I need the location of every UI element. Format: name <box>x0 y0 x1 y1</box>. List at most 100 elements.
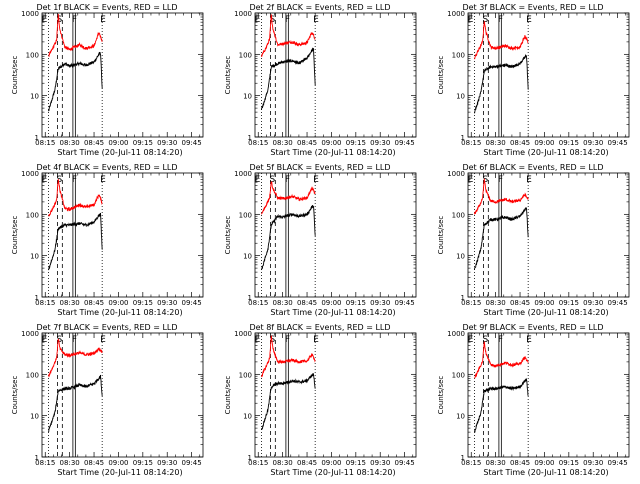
x-tick-label: 09:15 <box>346 139 366 147</box>
plot-frame <box>467 12 630 138</box>
x-tick-label: 08:30 <box>273 459 293 467</box>
lld-series-line <box>261 14 316 58</box>
x-axis-label: Start Time (20-Jul-11 08:14:20) <box>483 308 608 317</box>
chart-title: Det 5f BLACK = Events, RED = LLD <box>249 163 390 172</box>
x-tick-label: 09:00 <box>108 299 128 307</box>
y-tick-label: 1 <box>248 454 252 462</box>
x-tick-label: 08:30 <box>60 459 80 467</box>
y-tick-label: 1 <box>35 294 39 302</box>
plot-frame <box>254 332 417 458</box>
x-tick-label: 09:15 <box>133 139 153 147</box>
marker-label: S <box>270 15 276 25</box>
x-tick-label: 08:15 <box>248 299 268 307</box>
x-tick-label: 08:45 <box>84 459 104 467</box>
x-tick-label: 09:00 <box>534 299 554 307</box>
marker-label: E <box>42 335 48 345</box>
y-tick-label: 1 <box>248 294 252 302</box>
y-tick-label: 10 <box>30 93 39 101</box>
chart-title: Det 4f BLACK = Events, RED = LLD <box>36 163 177 172</box>
marker-label: E <box>526 175 532 185</box>
y-tick-label: 1 <box>461 454 465 462</box>
y-tick-label: 10 <box>243 93 252 101</box>
chart-panel-6: Det 6f BLACK = Events, RED = LLD 1 10 100 10… <box>437 163 630 317</box>
chart-panel-7: Det 7f BLACK = Events, RED = LLD 1 10 100 10… <box>11 323 204 477</box>
x-tick-label: 08:30 <box>60 299 80 307</box>
x-tick-label: 09:00 <box>108 139 128 147</box>
y-tick-label: 10 <box>30 253 39 261</box>
lld-series-line <box>48 179 103 217</box>
x-tick-label: 08:30 <box>273 139 293 147</box>
x-tick-label: 09:30 <box>157 299 177 307</box>
x-tick-label: 08:15 <box>35 139 55 147</box>
x-tick-label: 09:00 <box>108 459 128 467</box>
marker-label: E <box>468 15 474 25</box>
y-tick-label: 1 <box>248 134 252 142</box>
y-tick-label: 10 <box>243 413 252 421</box>
marker-label: E <box>468 175 474 185</box>
marker-label: S <box>270 175 276 185</box>
y-tick-label: 100 <box>26 51 39 59</box>
y-tick-label: 10 <box>456 93 465 101</box>
y-tick-label: 1000 <box>234 330 252 338</box>
x-tick-label: 08:30 <box>60 139 80 147</box>
chart-panel-3: Det 3f BLACK = Events, RED = LLD 1 10 100 10… <box>437 3 630 157</box>
lld-series-line <box>48 338 103 378</box>
chart-panel-1: Det 1f BLACK = Events, RED = LLD 1 10 100 10… <box>11 3 204 157</box>
marker-label: S <box>483 15 489 25</box>
x-tick-label: 09:15 <box>559 139 579 147</box>
x-tick-label: 09:15 <box>346 459 366 467</box>
marker-label: S <box>57 15 63 25</box>
x-axis-label: Start Time (20-Jul-11 08:14:20) <box>270 308 395 317</box>
y-tick-label: 10 <box>456 413 465 421</box>
x-tick-label: 08:45 <box>297 459 317 467</box>
x-tick-label: 08:15 <box>35 459 55 467</box>
events-series-line <box>48 374 103 433</box>
chart-title: Det 6f BLACK = Events, RED = LLD <box>462 163 603 172</box>
y-tick-label: 1000 <box>447 170 465 178</box>
chart-title: Det 1f BLACK = Events, RED = LLD <box>36 3 177 12</box>
events-series-line <box>261 47 316 111</box>
x-tick-label: 08:15 <box>461 459 481 467</box>
y-tick-label: 10 <box>456 253 465 261</box>
x-tick-label: 09:00 <box>321 459 341 467</box>
x-tick-label: 08:15 <box>248 139 268 147</box>
x-tick-label: 08:15 <box>248 459 268 467</box>
plot-frame <box>41 12 204 138</box>
marker-label: E <box>255 15 261 25</box>
y-axis-label: Counts/sec <box>437 216 445 255</box>
x-tick-label: 09:30 <box>370 459 390 467</box>
events-series-line <box>48 51 103 112</box>
x-axis-label: Start Time (20-Jul-11 08:14:20) <box>270 468 395 477</box>
y-tick-label: 100 <box>452 211 465 219</box>
marker-label: E <box>42 175 48 185</box>
y-tick-label: 1 <box>461 134 465 142</box>
y-axis-label: Counts/sec <box>437 376 445 415</box>
y-tick-label: 100 <box>239 211 252 219</box>
events-series-line <box>48 212 103 271</box>
y-tick-label: 100 <box>239 51 252 59</box>
marker-label: F <box>285 15 290 25</box>
y-tick-label: 10 <box>243 253 252 261</box>
marker-label: S <box>270 335 276 345</box>
y-tick-label: 1 <box>35 454 39 462</box>
x-tick-label: 09:30 <box>583 459 603 467</box>
marker-label: E <box>313 175 319 185</box>
marker-label: E <box>100 175 106 185</box>
x-tick-label: 08:30 <box>486 139 506 147</box>
chart-panel-9: Det 9f BLACK = Events, RED = LLD 1 10 100 10… <box>437 323 630 477</box>
marker-label: F <box>498 15 503 25</box>
y-axis-label: Counts/sec <box>224 56 232 95</box>
events-series-line <box>474 53 529 114</box>
events-series-line <box>261 204 316 271</box>
chart-title: Det 9f BLACK = Events, RED = LLD <box>462 323 603 332</box>
chart-title: Det 2f BLACK = Events, RED = LLD <box>249 3 390 12</box>
marker-label: F <box>498 335 503 345</box>
x-axis-label: Start Time (20-Jul-11 08:14:20) <box>57 468 182 477</box>
marker-label: E <box>255 175 261 185</box>
x-axis-label: Start Time (20-Jul-11 08:14:20) <box>57 148 182 157</box>
x-axis-label: Start Time (20-Jul-11 08:14:20) <box>57 308 182 317</box>
lld-series-line <box>261 181 316 215</box>
y-axis-label: Counts/sec <box>224 376 232 415</box>
x-tick-label: 09:45 <box>182 299 202 307</box>
